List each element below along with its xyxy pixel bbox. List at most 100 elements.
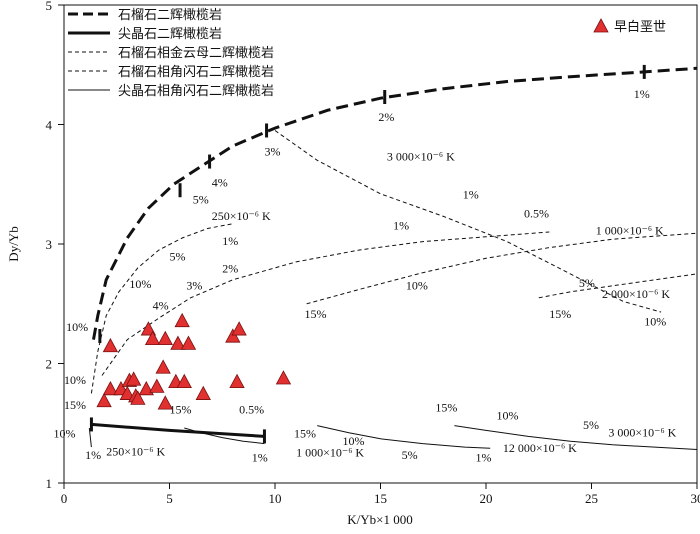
data-point <box>125 371 142 386</box>
model-curve <box>317 425 491 449</box>
curve-annotation: 5% <box>579 276 595 290</box>
x-axis-title: K/Yb×1 000 <box>347 512 412 527</box>
model-curve <box>92 66 698 340</box>
curve-annotation: 10% <box>406 278 428 292</box>
data-point <box>96 392 112 408</box>
curve-annotations: 10%5%4%3%2%1%10%15%10%1% 250×10⁻⁶ K250×10… <box>53 87 676 464</box>
curve-annotation: 12 000×10⁻⁶ K <box>503 441 577 455</box>
data-point <box>275 370 292 385</box>
data-point <box>157 395 173 410</box>
data-point <box>180 335 197 350</box>
legend-label: 石榴石相角闪石二辉橄榄岩 <box>118 64 274 79</box>
y-axis-title: Dy/Yb <box>6 226 21 261</box>
curve-annotation: 10% <box>66 320 88 334</box>
y-tick-label: 4 <box>46 118 53 133</box>
curve-annotation: 10% <box>644 314 666 328</box>
model-curve <box>88 427 92 448</box>
curve-annotation: 3% <box>186 278 202 292</box>
curve-annotation: 15% <box>294 427 316 441</box>
curve-annotation: 1% <box>85 448 101 462</box>
model-curve <box>101 231 550 376</box>
legend-triangle-icon <box>593 18 609 33</box>
curve-annotation: 0.5% <box>524 207 549 221</box>
curve-annotation: 0.5% <box>239 403 264 417</box>
x-tick-label: 5 <box>166 491 173 506</box>
curve-annotation: 15% <box>305 307 327 321</box>
model-curve <box>454 425 698 450</box>
curve-annotation: 10% <box>497 409 519 423</box>
y-tick-label: 2 <box>46 357 53 372</box>
model-curve <box>306 232 698 305</box>
data-point <box>195 385 211 400</box>
curve-annotation: 1% <box>463 188 479 202</box>
curve-annotation: 1% <box>475 450 491 464</box>
x-tick-label: 20 <box>480 491 493 506</box>
curve-annotation: 250×10⁻⁶ K <box>106 445 165 459</box>
x-tick-label: 30 <box>691 491 700 506</box>
curve-annotation: 5% <box>583 418 599 432</box>
curve-annotation: 3% <box>264 145 280 159</box>
y-tick-label: 3 <box>46 237 53 252</box>
curve-annotation: 2% <box>222 262 238 276</box>
legend-label: 石榴石二辉橄榄岩 <box>118 7 222 22</box>
curve-annotation: 10% <box>129 277 151 291</box>
curve-annotation: 5% <box>402 448 418 462</box>
data-point <box>102 337 119 353</box>
curve-annotation: 15% <box>64 398 86 412</box>
legend-label-scatter: 早白垩世 <box>614 19 666 34</box>
curve-annotation: 1% <box>222 234 238 248</box>
curve-annotation: 1% <box>393 219 409 233</box>
data-point <box>157 330 173 345</box>
model-curve <box>184 427 265 445</box>
curve-annotation: 1 000×10⁻⁶ K <box>296 446 364 460</box>
data-point <box>140 321 157 336</box>
curve-annotation: 15% <box>170 403 192 417</box>
curve-annotation: 10% <box>53 427 75 441</box>
curve-annotation: 250×10⁻⁶ K <box>212 209 271 223</box>
x-tick-label: 10 <box>269 491 282 506</box>
model-curve <box>91 422 265 438</box>
data-point <box>176 373 192 389</box>
x-tick-label: 0 <box>61 491 68 506</box>
model-curve <box>90 223 233 394</box>
x-tick-label: 25 <box>585 491 598 506</box>
data-point <box>225 328 241 343</box>
curve-annotation: 1% <box>634 87 650 101</box>
y-tick-label: 1 <box>46 476 53 491</box>
data-point <box>149 378 165 393</box>
curve-annotation: 5% <box>170 250 186 264</box>
curve-annotation: 1 000×10⁻⁶ K <box>596 223 664 237</box>
curve-annotation: 4% <box>153 299 169 313</box>
curve-annotation: 3 000×10⁻⁶ K <box>387 149 455 163</box>
curve-annotation: 3 000×10⁻⁶ K <box>608 425 676 439</box>
data-point <box>174 312 190 328</box>
curve-annotation: 2% <box>378 110 394 124</box>
legend-label: 石榴石相金云母二辉橄榄岩 <box>118 45 274 60</box>
data-point <box>119 385 135 400</box>
curve-annotation: 4% <box>212 176 228 190</box>
curve-annotation: 10% <box>343 434 365 448</box>
model-curve <box>538 273 698 299</box>
data-point <box>170 335 186 350</box>
legend-label: 尖晶石相角闪石二辉橄榄岩 <box>118 83 274 98</box>
axis-ticks: 0 5 10 15 20 25 30 1 2 3 4 5 <box>46 0 700 506</box>
curve-annotation: 5% <box>193 192 209 206</box>
y-tick-label: 5 <box>46 0 53 13</box>
data-points <box>96 312 292 410</box>
curve-annotation: 10% <box>64 373 86 387</box>
data-point <box>229 373 245 389</box>
data-point <box>102 380 119 396</box>
x-tick-label: 15 <box>374 491 387 506</box>
model-curve <box>274 130 662 313</box>
curve-annotation: 15% <box>435 400 457 414</box>
curves-layer <box>88 64 698 450</box>
data-point <box>144 330 161 345</box>
curve-annotation: 15% <box>549 307 571 321</box>
data-point <box>130 390 146 405</box>
data-point <box>138 380 154 396</box>
curve-annotation: 1% <box>252 450 268 464</box>
curve-annotation: 2 000×10⁻⁶ K <box>602 287 670 301</box>
data-point <box>231 321 247 336</box>
legend-label: 尖晶石二辉橄榄岩 <box>118 26 222 41</box>
